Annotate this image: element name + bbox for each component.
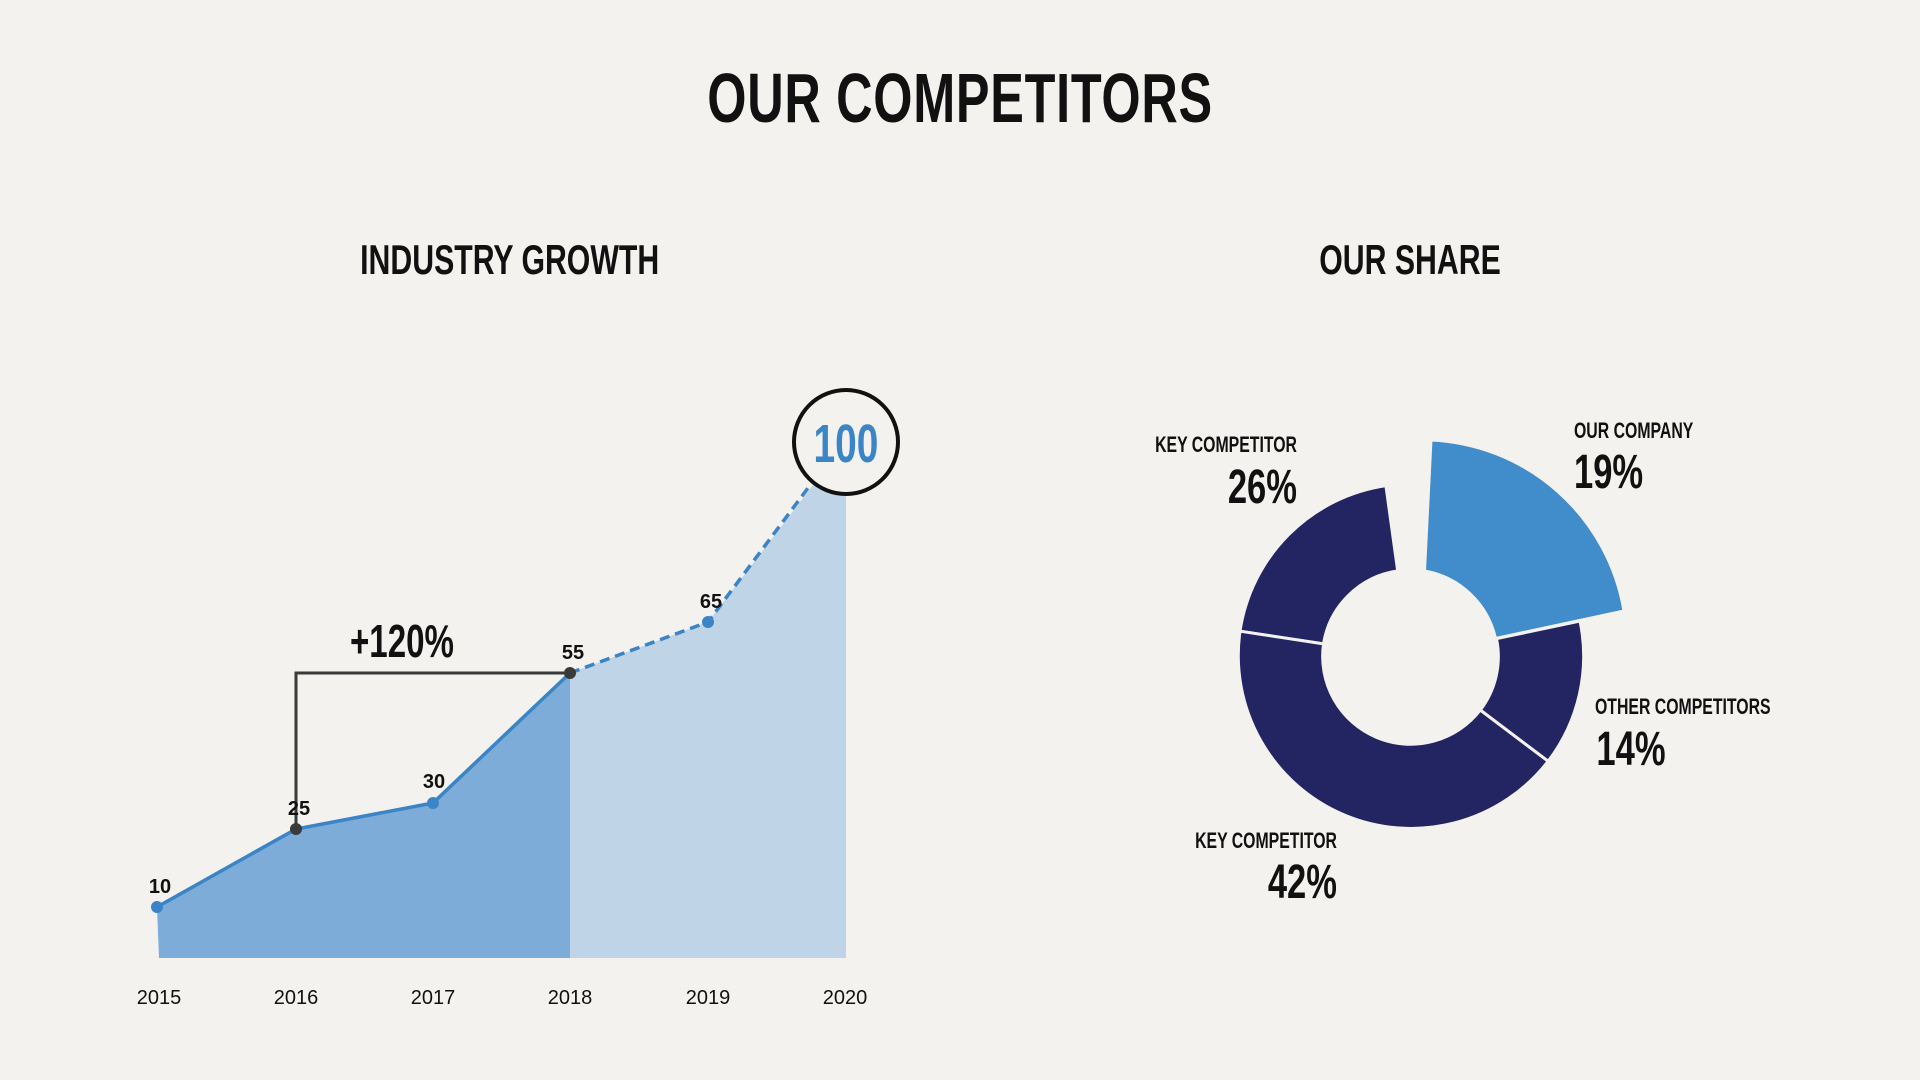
growth-annotation: +120%: [350, 617, 454, 667]
page-title: OUR COMPETITORS: [0, 58, 1920, 138]
donut-slice-key-competitor-42: [1236, 629, 1551, 830]
x-label-2016: 2016: [274, 987, 319, 1009]
highlight-value-2020: 100: [814, 413, 879, 474]
x-label-2019: 2019: [686, 987, 731, 1009]
label-key-competitor-26-name: KEY COMPETITOR: [1155, 434, 1297, 458]
label-key-competitor-42-name: KEY COMPETITOR: [1195, 830, 1337, 854]
highlight-ring-2020: [792, 388, 900, 496]
label-other-competitors-pct: 14%: [1596, 721, 1665, 775]
industry-growth-title: INDUSTRY GROWTH: [300, 236, 720, 284]
industry-growth-title-text: INDUSTRY GROWTH: [360, 236, 660, 283]
our-share-title: OUR SHARE: [1200, 236, 1620, 284]
data-point-2019: [702, 616, 714, 628]
x-label-2017: 2017: [411, 987, 456, 1009]
point-label-2019: 65: [700, 591, 722, 613]
label-key-competitor-42-pct: 42%: [1268, 854, 1337, 908]
area-actual: [157, 673, 570, 958]
area-projected: [570, 442, 846, 958]
x-label-2018: 2018: [548, 987, 593, 1009]
x-label-2020: 2020: [823, 987, 868, 1009]
data-point-2017: [427, 797, 439, 809]
data-point-2015: [151, 901, 163, 913]
data-point-2016: [290, 823, 302, 835]
our-share-title-text: OUR SHARE: [1319, 236, 1501, 283]
page-title-text: OUR COMPETITORS: [707, 59, 1213, 137]
x-label-2015: 2015: [137, 987, 182, 1009]
point-label-2018: 55: [562, 642, 584, 664]
growth-line-actual: [156, 671, 572, 909]
label-our-company-name: OUR COMPANY: [1574, 420, 1693, 444]
point-label-2017: 30: [423, 771, 445, 793]
donut-slice-our-company: [1422, 438, 1626, 641]
point-label-2016: 25: [288, 798, 310, 820]
label-our-company-pct: 19%: [1574, 444, 1643, 498]
data-point-2018: [564, 667, 576, 679]
label-key-competitor-26-pct: 26%: [1228, 459, 1297, 513]
growth-bracket: [294, 671, 570, 829]
label-other-competitors-name: OTHER COMPETITORS: [1595, 696, 1771, 720]
donut-slice-key-competitor-26: [1238, 483, 1400, 646]
point-label-2015: 10: [149, 876, 171, 898]
